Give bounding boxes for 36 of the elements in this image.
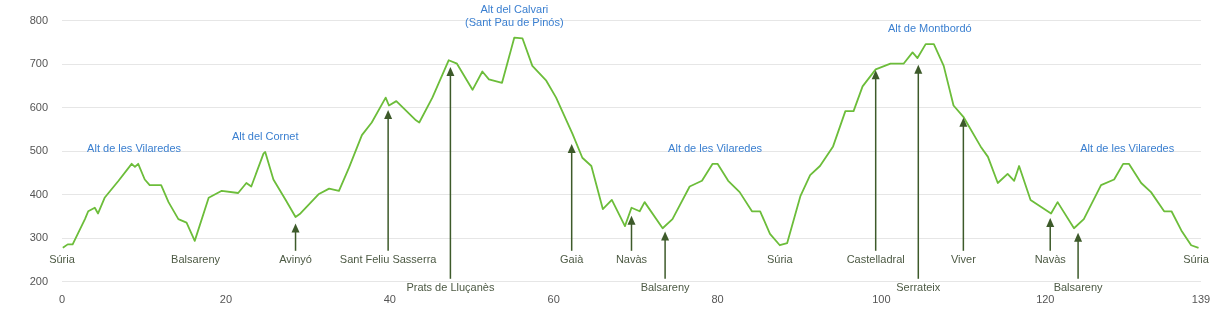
x-tick-label: 40 <box>383 293 396 306</box>
y-tick-label: 200 <box>29 274 48 287</box>
y-tick-label: 400 <box>29 187 48 200</box>
annotation: Sant Feliu Sasserra <box>339 252 438 265</box>
annotation: Balsareny <box>171 252 221 265</box>
annotation: Alt de Montbordó <box>887 22 972 35</box>
annotation: Súria <box>766 252 794 265</box>
x-tick-label: 120 <box>1036 293 1055 306</box>
x-tick-label: 20 <box>219 293 233 306</box>
x-tick-label: 100 <box>872 293 891 306</box>
y-tick-label: 600 <box>29 100 48 113</box>
annotation: Balsareny <box>1053 280 1104 293</box>
y-tick-label: 500 <box>29 144 48 157</box>
annotation: Súria <box>49 252 76 265</box>
annotation: Serrateix <box>896 280 941 293</box>
annotation: Alt del Calvari (Sant Pau de Pinós) <box>465 2 564 28</box>
annotation: Gaià <box>560 252 585 265</box>
x-tick-label: 60 <box>547 293 560 306</box>
annotation: Prats de Lluçanès <box>406 280 495 293</box>
x-tick-label: 139 <box>1191 293 1211 306</box>
annotation: Alt de les Vilaredes <box>668 141 763 154</box>
y-tick-label: 700 <box>29 57 48 70</box>
annotation: Navàs <box>615 252 648 265</box>
annotation: Viver <box>950 252 977 265</box>
y-tick-label: 800 <box>29 13 48 26</box>
annotation: Alt de les Vilaredes <box>1080 141 1175 154</box>
x-tick-label: 80 <box>711 293 724 306</box>
annotation: Súria <box>1183 252 1210 265</box>
annotation: Balsareny <box>640 280 691 293</box>
annotation: Alt del Cornet <box>231 130 299 143</box>
annotation: Alt de les Vilaredes <box>87 141 182 154</box>
annotation: Navàs <box>1034 252 1067 265</box>
x-tick-label: 0 <box>58 293 66 306</box>
annotation: Avinyó <box>279 252 312 265</box>
annotation: Castelladral <box>846 252 905 265</box>
y-tick-label: 300 <box>29 231 48 244</box>
